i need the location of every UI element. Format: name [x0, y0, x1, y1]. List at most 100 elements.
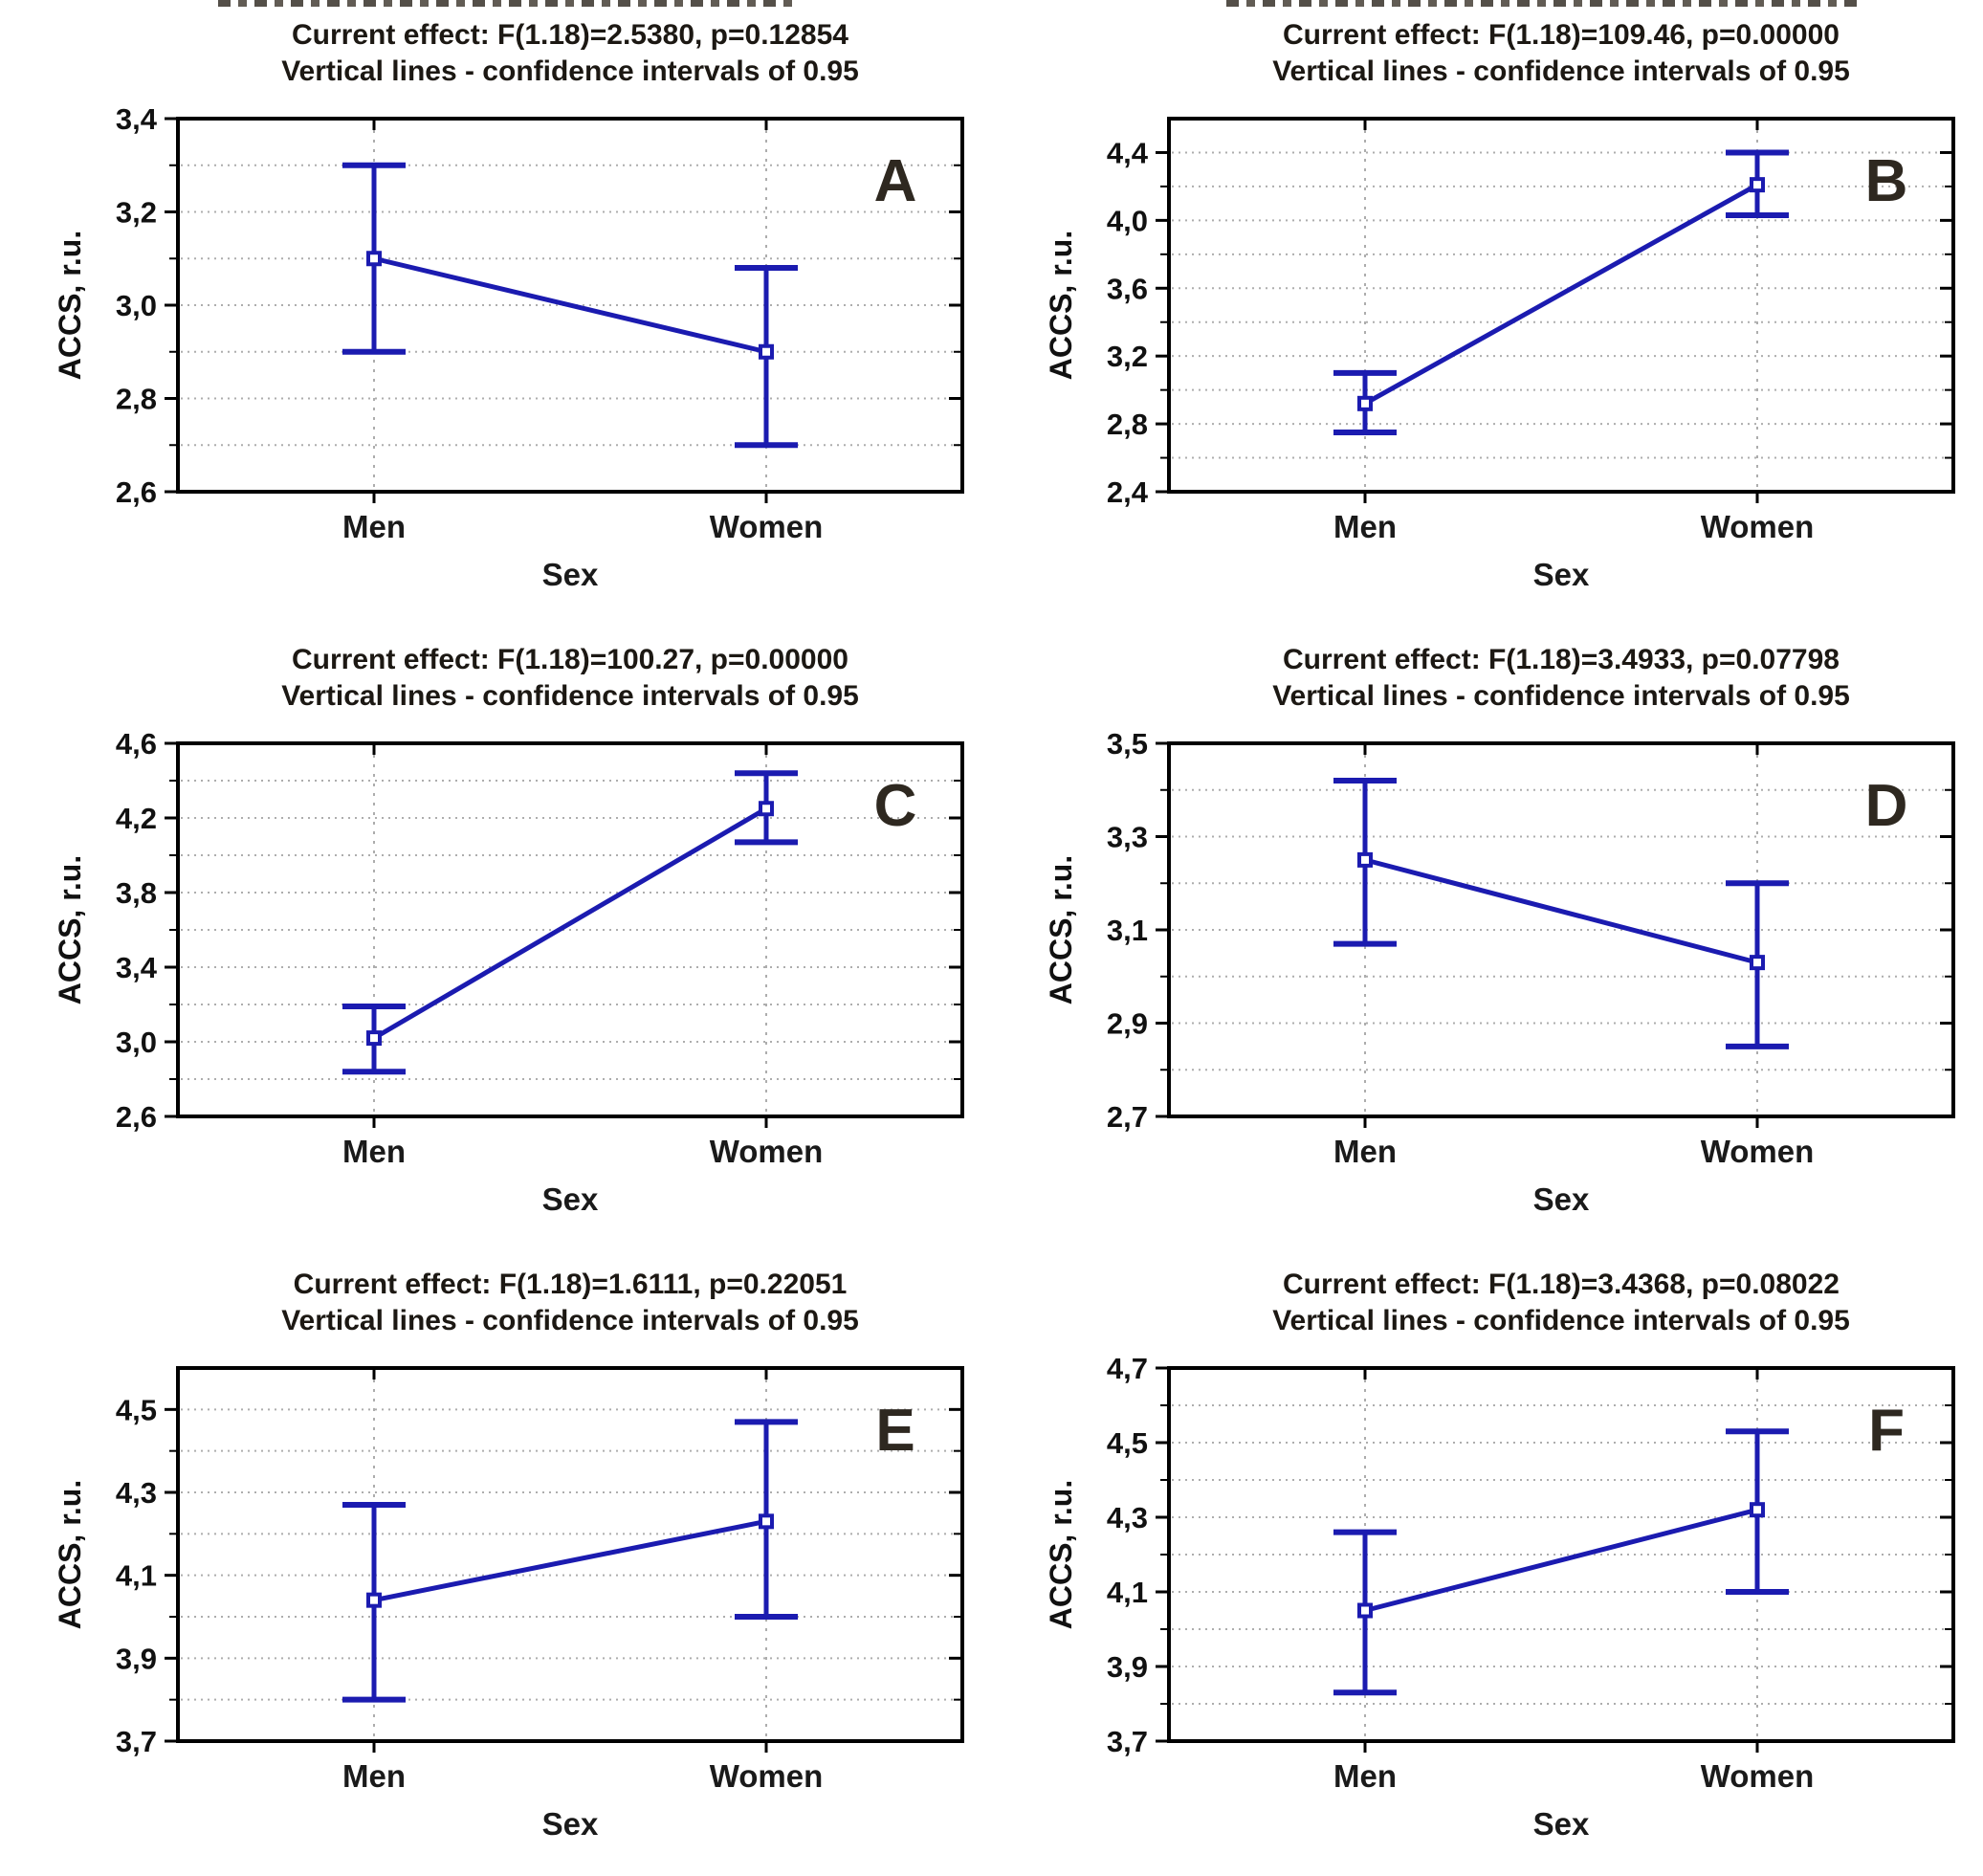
plot-frame — [176, 117, 964, 494]
y-tick-label: 2,9 — [1107, 1007, 1148, 1041]
y-tick-label: 4,5 — [1107, 1426, 1148, 1460]
mean-marker — [759, 343, 774, 360]
plot-frame — [1167, 117, 1955, 494]
y-tick-label: 3,9 — [1107, 1650, 1148, 1684]
y-tick-label: 3,9 — [116, 1642, 157, 1675]
y-tick-label: 4,1 — [116, 1559, 157, 1593]
x-axis-title: Sex — [1533, 557, 1590, 592]
panel-title-ci-line: Vertical lines - confidence intervals of… — [281, 680, 859, 712]
chart-plot: 3,5 3,3 3,1 2,9 2,7 ACCS, r.u. Men Women Sex D — [1044, 727, 1955, 1217]
y-tick-label: 4,2 — [116, 802, 157, 835]
y-tick-label: 4,0 — [1107, 204, 1148, 237]
x-tick-label: Women — [1701, 1134, 1815, 1169]
x-tick-label: Women — [1701, 509, 1815, 544]
panel-title-effect-line: Current effect: F(1.18)=109.46, p=0.0000… — [1283, 19, 1840, 51]
x-axis-title: Sex — [1533, 1806, 1590, 1842]
y-tick-label: 4,6 — [116, 727, 157, 761]
panel-title-effect-line: Current effect: F(1.18)=3.4933, p=0.0779… — [1283, 644, 1840, 675]
y-tick-label: 3,0 — [116, 289, 157, 322]
panel-letter: D — [1865, 773, 1908, 839]
mean-marker — [759, 801, 774, 817]
mean-line — [1363, 182, 1759, 407]
mean-line — [373, 1518, 767, 1603]
panel-title-ci-line: Vertical lines - confidence intervals of… — [1272, 1305, 1850, 1336]
y-tick-label: 2,7 — [1107, 1100, 1148, 1134]
panel-letter: F — [1868, 1398, 1905, 1464]
mean-marker — [1750, 955, 1765, 971]
x-tick-label: Men — [342, 1758, 406, 1794]
chart-plot: 4,6 4,2 3,8 3,4 3,0 2,6 ACCS, r.u. Men Women Sex C — [53, 727, 964, 1217]
panel-letter: A — [874, 148, 917, 214]
y-tick-label: 4,1 — [1107, 1576, 1148, 1609]
mean-line — [1364, 1507, 1758, 1613]
panel-title-ci-line: Vertical lines - confidence intervals of… — [281, 55, 859, 87]
mean-marker — [759, 1513, 774, 1530]
x-tick-label: Men — [1333, 1758, 1397, 1794]
y-tick-label: 3,0 — [116, 1026, 157, 1059]
chart-panel: Current effect: F(1.18)=1.6111, p=0.2205… — [0, 1249, 991, 1874]
chart-panel: Current effect: F(1.18)=109.46, p=0.0000… — [991, 0, 1983, 625]
x-tick-label: Women — [1701, 1758, 1815, 1794]
panel-title: Current effect: F(1.18)=2.5380, p=0.1285… — [149, 17, 991, 90]
y-tick-label: 3,7 — [116, 1725, 157, 1758]
cropped-text-remnant — [1226, 0, 1860, 7]
x-axis-title: Sex — [542, 557, 599, 592]
plot-frame — [176, 1366, 964, 1743]
y-tick-label: 2,6 — [116, 475, 157, 509]
y-tick-label: 4,5 — [116, 1393, 157, 1426]
y-axis-title: ACCS, r.u. — [1044, 231, 1078, 380]
panel-title-ci-line: Vertical lines - confidence intervals of… — [281, 1305, 859, 1336]
mean-marker — [1357, 1602, 1373, 1619]
panel-title: Current effect: F(1.18)=1.6111, p=0.2205… — [149, 1267, 991, 1339]
chart-panel: Current effect: F(1.18)=100.27, p=0.0000… — [0, 625, 991, 1249]
panel-title-effect-line: Current effect: F(1.18)=100.27, p=0.0000… — [292, 644, 848, 675]
plot-frame — [176, 741, 964, 1118]
y-tick-label: 3,3 — [1107, 821, 1148, 854]
x-tick-label: Men — [342, 509, 406, 544]
y-axis-title: ACCS, r.u. — [1044, 1480, 1078, 1629]
panel-title: Current effect: F(1.18)=100.27, p=0.0000… — [149, 642, 991, 715]
chart-plot: 4,5 4,3 4,1 3,9 3,7 ACCS, r.u. Men Women Sex E — [53, 1366, 964, 1842]
chart-panel: Current effect: F(1.18)=3.4368, p=0.0802… — [991, 1249, 1983, 1874]
x-tick-label: Women — [710, 1134, 824, 1169]
mean-line — [372, 806, 768, 1041]
x-axis-title: Sex — [542, 1181, 599, 1217]
plot-frame — [1167, 741, 1955, 1118]
y-tick-label: 4,7 — [1107, 1352, 1148, 1385]
y-axis-title: ACCS, r.u. — [53, 855, 87, 1004]
chart-panel: Current effect: F(1.18)=2.5380, p=0.1285… — [0, 0, 991, 625]
chart-plot: 4,4 4,0 3,6 3,2 2,8 2,4 ACCS, r.u. Men Women Sex B — [1044, 117, 1955, 592]
mean-marker — [1357, 395, 1373, 411]
y-tick-label: 3,8 — [116, 876, 157, 910]
x-axis-title: Sex — [1533, 1181, 1590, 1217]
mean-marker — [1750, 177, 1765, 193]
mean-marker — [366, 1030, 382, 1047]
y-tick-label: 3,4 — [116, 951, 158, 984]
x-tick-label: Men — [342, 1134, 406, 1169]
x-tick-label: Men — [1333, 1134, 1397, 1169]
chart-plot: 3,4 3,2 3,0 2,8 2,6 ACCS, r.u. Men Women Sex A — [53, 102, 964, 592]
y-tick-label: 3,5 — [1107, 727, 1148, 761]
chart-plot: 4,7 4,5 4,3 4,1 3,9 3,7 ACCS, r.u. Men Women Sex F — [1044, 1352, 1955, 1842]
panel-letter: B — [1865, 148, 1908, 214]
x-tick-label: Men — [1333, 509, 1397, 544]
cropped-text-remnant — [218, 0, 792, 7]
panel-title-effect-line: Current effect: F(1.18)=1.6111, p=0.2205… — [293, 1269, 848, 1300]
y-tick-label: 3,2 — [116, 196, 157, 230]
y-tick-label: 2,8 — [1107, 408, 1148, 441]
y-tick-label: 2,6 — [116, 1100, 157, 1134]
y-tick-label: 4,3 — [1107, 1501, 1148, 1534]
panel-title: Current effect: F(1.18)=3.4933, p=0.0779… — [1140, 642, 1982, 715]
panel-title-effect-line: Current effect: F(1.18)=2.5380, p=0.1285… — [292, 19, 848, 51]
mean-marker — [366, 1592, 382, 1608]
y-tick-label: 3,2 — [1107, 340, 1148, 373]
y-tick-label: 4,4 — [1107, 136, 1149, 169]
y-tick-label: 3,4 — [116, 102, 158, 136]
panel-title-ci-line: Vertical lines - confidence intervals of… — [1272, 680, 1850, 712]
y-tick-label: 3,1 — [1107, 914, 1148, 947]
plot-frame — [1167, 1366, 1955, 1743]
y-tick-label: 3,6 — [1107, 272, 1148, 305]
y-tick-label: 4,3 — [116, 1476, 157, 1510]
panel-title: Current effect: F(1.18)=109.46, p=0.0000… — [1140, 17, 1982, 90]
